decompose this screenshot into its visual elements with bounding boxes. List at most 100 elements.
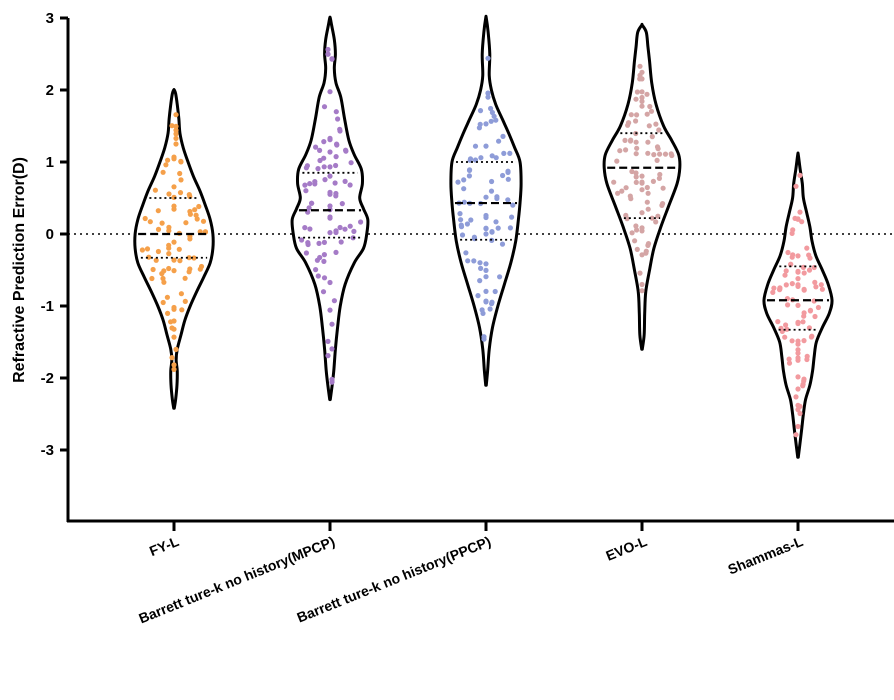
data-point xyxy=(507,150,513,156)
data-point xyxy=(165,157,171,163)
data-point xyxy=(166,251,172,257)
data-point xyxy=(461,186,467,192)
data-point xyxy=(466,173,472,179)
data-point xyxy=(333,162,339,169)
data-point xyxy=(505,169,511,175)
y-tick-label: 0 xyxy=(46,226,54,243)
data-point xyxy=(812,313,818,320)
data-point xyxy=(455,179,461,185)
data-point xyxy=(795,302,801,308)
data-point xyxy=(483,194,489,200)
data-point xyxy=(327,230,333,236)
data-point xyxy=(325,353,331,359)
data-point xyxy=(321,239,327,245)
data-point xyxy=(166,191,172,197)
data-point xyxy=(187,266,193,272)
data-point xyxy=(164,294,170,300)
data-point xyxy=(645,139,651,145)
data-point xyxy=(321,252,327,258)
data-point xyxy=(327,149,333,155)
data-point xyxy=(633,118,639,124)
data-point xyxy=(173,346,179,352)
data-point xyxy=(483,212,489,219)
data-point xyxy=(639,187,645,193)
data-point xyxy=(309,200,315,206)
data-point xyxy=(171,184,177,190)
data-point xyxy=(176,246,182,252)
data-point xyxy=(648,108,655,114)
data-point xyxy=(617,148,623,154)
data-point xyxy=(173,131,179,137)
data-point xyxy=(797,209,803,215)
violin-outline xyxy=(602,22,682,351)
data-point xyxy=(304,163,310,169)
data-point xyxy=(173,135,179,141)
violins-layer xyxy=(133,14,834,459)
data-point xyxy=(771,285,777,291)
y-tick-label: -3 xyxy=(41,442,54,459)
x-tick-label: FY-L xyxy=(147,533,182,559)
data-point xyxy=(634,227,640,233)
data-point xyxy=(505,197,511,203)
data-point xyxy=(497,274,503,280)
data-point xyxy=(795,338,801,344)
data-point xyxy=(795,374,801,380)
data-point xyxy=(166,242,172,248)
data-point xyxy=(639,89,645,95)
data-point xyxy=(339,201,345,207)
data-point xyxy=(806,325,813,331)
data-point xyxy=(491,113,497,119)
data-point xyxy=(783,282,789,288)
data-point xyxy=(343,148,349,154)
data-point xyxy=(169,123,175,129)
data-point xyxy=(327,215,333,221)
data-point xyxy=(795,276,801,282)
data-point xyxy=(477,108,484,114)
data-point xyxy=(307,226,313,232)
data-point xyxy=(472,143,479,149)
data-point xyxy=(321,275,328,281)
data-point xyxy=(634,89,641,95)
data-point xyxy=(315,273,321,279)
data-point xyxy=(465,258,471,264)
y-tick-label: 1 xyxy=(46,154,54,171)
data-point xyxy=(793,183,799,189)
data-point xyxy=(333,229,339,236)
data-point xyxy=(633,151,639,157)
violin-5 xyxy=(762,151,834,459)
data-point xyxy=(305,240,311,246)
data-point xyxy=(321,155,327,161)
data-point xyxy=(171,203,177,209)
data-point xyxy=(155,208,161,214)
data-point xyxy=(634,145,640,151)
data-point xyxy=(327,307,333,313)
data-point xyxy=(795,268,801,274)
data-point xyxy=(637,63,643,69)
data-point xyxy=(782,272,788,278)
data-point xyxy=(644,111,650,117)
data-point xyxy=(169,325,175,331)
data-point xyxy=(337,224,343,231)
data-point xyxy=(633,96,639,102)
data-point xyxy=(812,279,818,285)
data-point xyxy=(500,172,506,179)
data-point xyxy=(657,151,663,157)
data-point xyxy=(317,147,323,153)
data-point xyxy=(329,376,335,382)
data-point xyxy=(662,151,669,157)
data-point xyxy=(477,278,483,284)
data-point xyxy=(159,271,165,277)
data-point xyxy=(196,203,202,210)
data-point xyxy=(639,288,645,294)
data-point xyxy=(333,154,339,160)
data-point xyxy=(488,188,495,194)
data-point xyxy=(777,287,783,293)
data-point xyxy=(317,157,323,164)
data-point xyxy=(783,268,789,274)
data-point xyxy=(818,282,824,288)
data-point xyxy=(325,51,331,57)
data-point xyxy=(789,338,795,344)
data-point xyxy=(321,258,327,264)
data-point xyxy=(335,116,341,122)
